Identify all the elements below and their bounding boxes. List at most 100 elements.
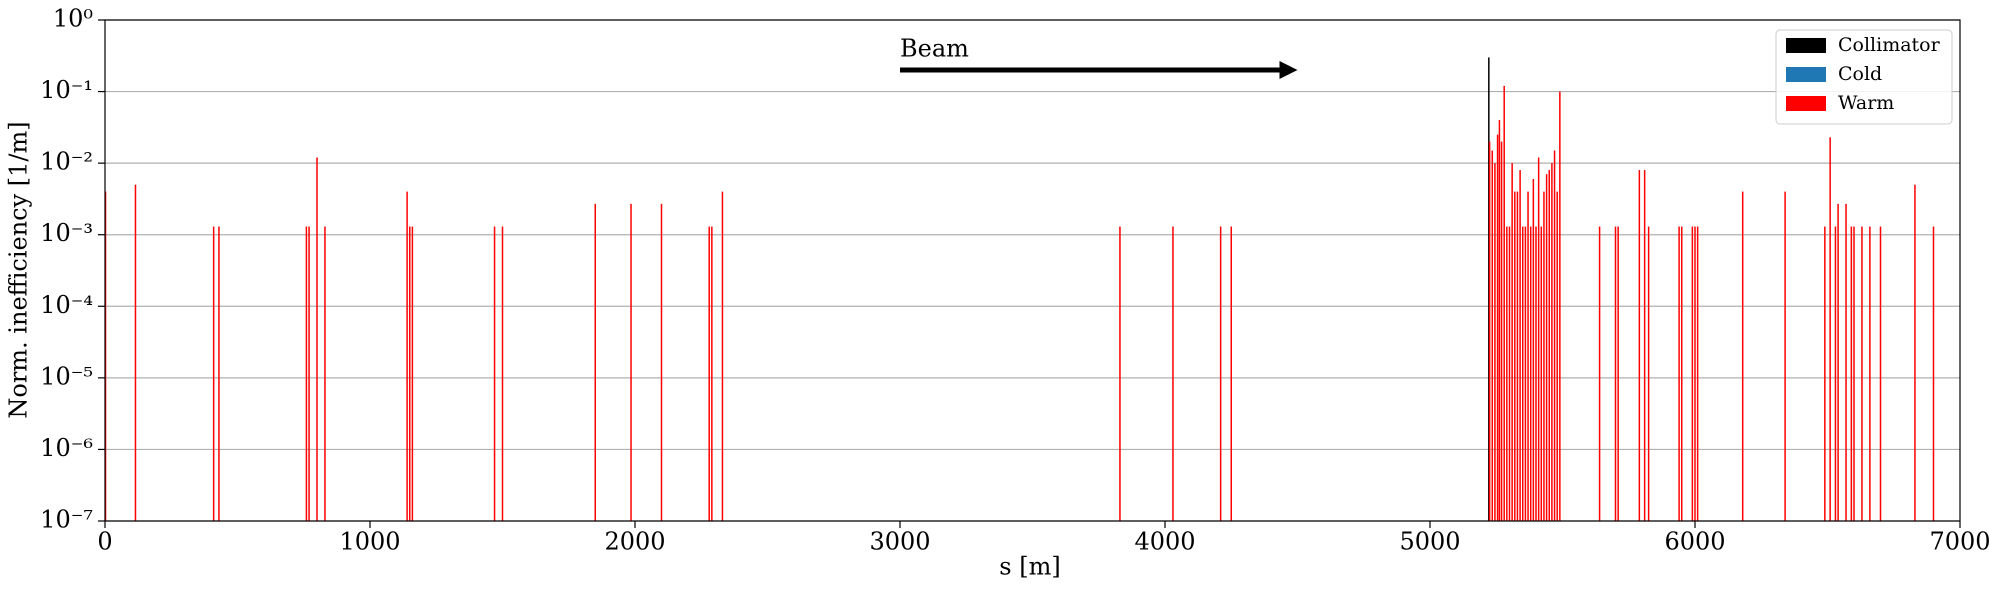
loss-bar: [1853, 226, 1855, 521]
loss-bar: [1834, 226, 1837, 521]
loss-bar: [1532, 179, 1535, 522]
y-tick-label: 10⁻⁷: [40, 506, 93, 534]
loss-bar: [660, 203, 663, 522]
x-tick-label: 4000: [1134, 528, 1195, 556]
loss-bar: [1500, 141, 1503, 521]
loss-bar: [1694, 226, 1696, 521]
y-tick-label: 10⁻³: [40, 219, 93, 247]
loss-bar: [493, 226, 496, 521]
loss-bar: [1511, 163, 1513, 521]
loss-bar: [1522, 226, 1524, 521]
loss-bar: [1529, 226, 1532, 521]
loss-bar: [1551, 163, 1553, 521]
y-tick-label: 10⁻⁶: [40, 434, 93, 462]
loss-bar: [411, 226, 414, 521]
loss-bar: [1514, 191, 1516, 521]
loss-bar: [1932, 226, 1935, 521]
y-tick-label: 10⁰: [53, 5, 93, 33]
loss-bar: [308, 226, 310, 521]
loss-bar: [1861, 226, 1863, 521]
loss-bar: [1535, 226, 1537, 521]
loss-bar: [1519, 170, 1521, 521]
x-axis-label: s [m]: [999, 553, 1060, 581]
legend-swatch: [1786, 38, 1826, 53]
loss-bar: [316, 157, 318, 521]
loss-bar: [721, 191, 724, 521]
loss-bar: [1556, 191, 1558, 521]
x-tick-label: 5000: [1399, 528, 1460, 556]
loss-bar: [1119, 226, 1121, 521]
y-tick-label: 10⁻⁵: [40, 362, 93, 390]
loss-bar: [324, 226, 326, 521]
loss-bar: [1678, 226, 1680, 521]
loss-bar: [1508, 226, 1511, 521]
loss-bar: [305, 226, 308, 521]
loss-bar: [1691, 226, 1694, 521]
y-tick-label: 10⁻⁴: [40, 291, 93, 319]
loss-bar: [1914, 184, 1916, 522]
loss-bar: [1494, 163, 1496, 521]
loss-bar: [1784, 191, 1786, 521]
loss-bar: [1643, 170, 1646, 521]
x-tick-label: 7000: [1929, 528, 1989, 556]
loss-bar: [1488, 57, 1490, 521]
loss-bar: [1545, 174, 1548, 521]
loss-bar: [1172, 226, 1174, 521]
loss-bar: [1559, 91, 1561, 522]
loss-bar: [1503, 85, 1505, 522]
annotation: Beam: [900, 35, 969, 63]
y-axis-label: Norm. inefficiency [1/m]: [5, 121, 33, 418]
loss-bar: [406, 191, 408, 521]
loss-bar: [1696, 226, 1699, 521]
loss-bar: [212, 226, 215, 521]
x-tick-label: 2000: [604, 528, 665, 556]
legend-label: Collimator: [1838, 34, 1941, 56]
loss-bar: [1869, 226, 1871, 521]
x-tick-label: 3000: [869, 528, 930, 556]
legend-label: Cold: [1838, 63, 1882, 85]
loss-bar: [1598, 226, 1601, 521]
loss-bar: [708, 226, 710, 521]
loss-bar: [134, 184, 137, 522]
loss-bar: [1496, 134, 1499, 521]
y-tick-label: 10⁻¹: [40, 76, 93, 104]
loss-bar: [1617, 226, 1619, 521]
loss-bar: [1845, 203, 1847, 522]
loss-bar: [1850, 226, 1853, 521]
loss-bar: [1741, 191, 1744, 521]
loss-bar: [1548, 170, 1550, 521]
loss-bar: [1824, 226, 1826, 521]
loss-bar: [1491, 150, 1494, 522]
legend-swatch: [1786, 96, 1826, 111]
arrow-head: [1279, 61, 1298, 79]
loss-bar: [1498, 120, 1501, 522]
loss-bar: [501, 226, 504, 521]
legend-label: Warm: [1838, 92, 1894, 114]
y-tick-label: 10⁻²: [40, 148, 93, 176]
loss-bar: [1647, 226, 1650, 521]
loss-bar: [711, 226, 713, 521]
loss-bar: [1681, 226, 1683, 521]
loss-bar: [218, 226, 220, 521]
loss-bar: [1553, 150, 1556, 522]
plot-frame: [104, 19, 1961, 522]
loss-bar: [1837, 203, 1839, 522]
loss-bar: [594, 203, 596, 522]
loss-bar: [1506, 226, 1508, 521]
loss-bar: [1829, 137, 1831, 521]
x-tick-label: 1000: [339, 528, 400, 556]
legend-swatch: [1786, 67, 1826, 82]
loss-bar: [1540, 226, 1543, 521]
loss-bar: [1879, 226, 1882, 521]
loss-bar: [630, 203, 632, 522]
loss-bar: [1488, 141, 1491, 521]
loss-bar: [1516, 191, 1519, 521]
loss-bar: [1614, 226, 1617, 521]
loss-bar: [409, 226, 411, 521]
loss-bar: [1527, 191, 1529, 521]
loss-bar: [1230, 226, 1232, 521]
loss-bar: [1543, 191, 1545, 521]
loss-bar: [1537, 157, 1540, 521]
loss-bar: [1638, 170, 1641, 521]
